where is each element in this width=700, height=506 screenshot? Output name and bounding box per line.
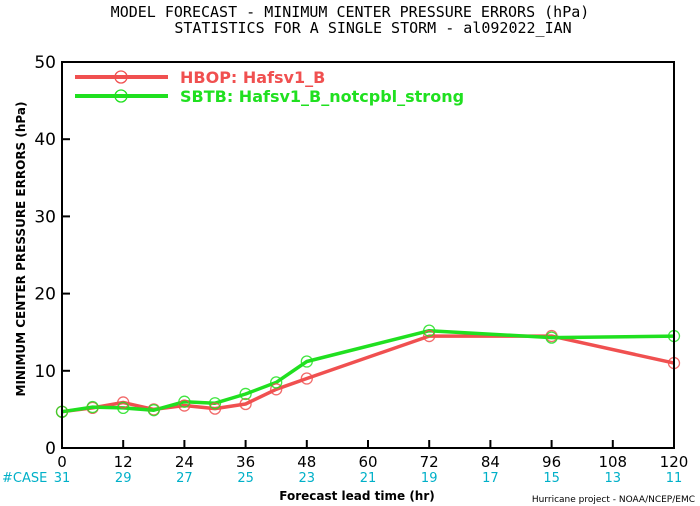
legend-entry: HBOP: Hafsv1_B [180, 68, 325, 87]
x-tick-label: 72 [420, 453, 439, 471]
data-point [117, 396, 130, 409]
x-tick-label: 36 [236, 453, 255, 471]
y-tick-label: 10 [34, 362, 56, 382]
ticks-layer: 0 10 20 30 40 50 0 12 24 36 48 60 72 84 96 108 120 [34, 53, 688, 471]
data-point [300, 372, 313, 385]
x-tick-label: 24 [175, 453, 194, 471]
case-label: #CASE [2, 471, 47, 486]
data-point [270, 376, 283, 389]
data-point [239, 397, 252, 411]
y-tick-label: 0 [45, 439, 56, 459]
data-point [178, 399, 191, 412]
data-point [208, 402, 222, 415]
y-tick-label: 50 [34, 53, 56, 73]
data-point [270, 383, 283, 396]
case-count: 23 [299, 471, 316, 486]
data-point [178, 395, 191, 408]
case-count: 17 [482, 471, 499, 486]
case-count: 29 [115, 471, 132, 486]
credit-text: Hurricane project - NOAA/NCEP/EMC [532, 495, 695, 505]
x-tick-label: 96 [542, 453, 561, 471]
case-count: 13 [605, 471, 622, 486]
y-axis-label: MINIMUM CENTER PRESSURE ERRORS (hPa) [14, 102, 28, 397]
case-count: 11 [666, 471, 683, 486]
case-count: 15 [543, 471, 560, 486]
chart-subtitle: STATISTICS FOR A SINGLE STORM - al092022… [174, 19, 571, 37]
data-point [300, 355, 313, 368]
data-point [147, 404, 160, 417]
data-point [239, 387, 252, 401]
y-tick-label: 30 [34, 207, 56, 227]
series-layer [55, 324, 681, 418]
y-tick-label: 20 [34, 285, 56, 305]
case-count: 25 [237, 471, 254, 486]
legend-swatch-marker [114, 70, 128, 84]
data-point [208, 397, 222, 410]
data-point [86, 400, 99, 414]
x-tick-label: 108 [598, 453, 627, 471]
x-tick-label: 84 [481, 453, 500, 471]
x-tick-label: 120 [660, 453, 689, 471]
case-counts: 31 29 27 25 23 21 19 17 15 13 11 [54, 471, 683, 486]
case-count: 27 [176, 471, 193, 486]
chart-title: MODEL FORECAST - MINIMUM CENTER PRESSURE… [111, 3, 590, 21]
data-point [545, 331, 558, 344]
data-point [423, 329, 436, 343]
case-count: 19 [421, 471, 438, 486]
case-count: 21 [360, 471, 377, 486]
plot-frame [61, 61, 675, 449]
x-tick-label: 0 [57, 453, 67, 471]
x-tick-label: 12 [114, 453, 133, 471]
legend-swatch-marker [114, 89, 128, 103]
x-tick-label: 48 [297, 453, 316, 471]
y-tick-label: 40 [34, 130, 56, 150]
legend-entry: SBTB: Hafsv1_B_notcpbl_strong [180, 87, 464, 106]
x-tick-label: 60 [358, 453, 377, 471]
data-point [423, 324, 436, 337]
data-point [117, 401, 130, 415]
x-axis-label: Forecast lead time (hr) [279, 489, 435, 503]
case-count: 31 [54, 471, 71, 486]
